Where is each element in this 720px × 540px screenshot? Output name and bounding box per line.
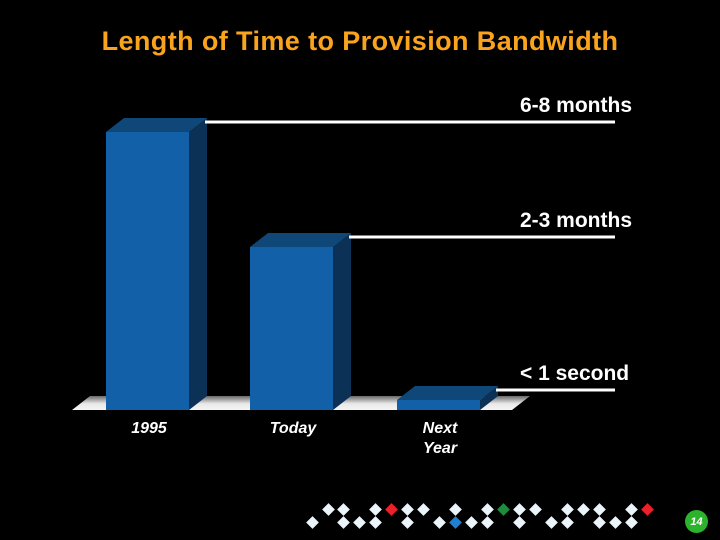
page-number-badge: 14 xyxy=(685,510,708,533)
bar-side-face xyxy=(333,233,351,410)
slide-title: Length of Time to Provision Bandwidth xyxy=(101,26,619,56)
category-label: Today xyxy=(269,420,317,437)
category-label: Next Year xyxy=(422,420,458,457)
category-label: 1995 xyxy=(131,420,167,437)
bar-side-face xyxy=(480,386,498,410)
annotation-label: 2-3 months xyxy=(520,209,633,232)
bar-front-face xyxy=(106,132,189,410)
annotation-label: 6-8 months xyxy=(520,94,633,117)
bar-top-face xyxy=(250,233,351,247)
annotation-label: < 1 second xyxy=(520,362,630,385)
bar-front-face xyxy=(250,247,333,410)
bar-top-face xyxy=(397,386,498,400)
bar-front-face xyxy=(397,400,480,410)
bar-side-face xyxy=(189,118,207,410)
bar-top-face xyxy=(106,118,207,132)
page-number: 14 xyxy=(690,515,703,528)
